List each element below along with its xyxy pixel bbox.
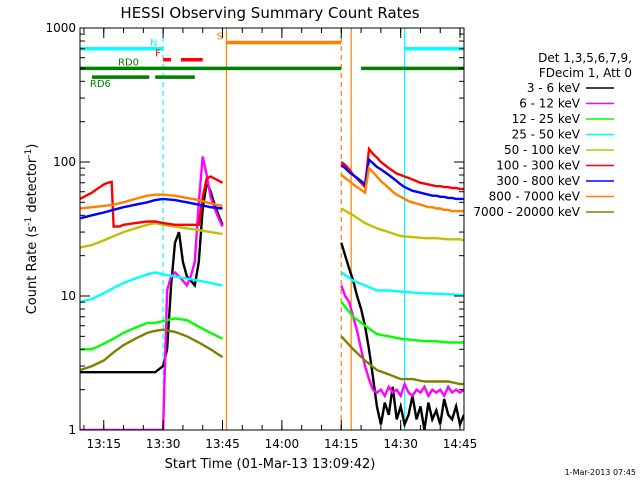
series-line-4-part-1 <box>340 207 464 242</box>
series-line-7-part-0 <box>80 193 223 210</box>
legend-header-2: FDecim 1, Att 0 <box>539 66 632 80</box>
state-bar-label-1: S <box>216 31 222 42</box>
series-layer <box>80 145 464 430</box>
legend-label-6: 300 - 800 keV <box>496 174 580 188</box>
y-label-end: ) <box>25 144 40 149</box>
series-line-6-part-1 <box>340 157 464 201</box>
series-line-6-part-0 <box>80 197 223 220</box>
series-line-2-part-0 <box>80 317 224 351</box>
x-tick-label-4: 14:15 <box>324 437 359 451</box>
series-line-4-part-0 <box>80 221 223 249</box>
x-axis-label: Start Time (01-Mar-13 13:09:42) <box>165 457 376 472</box>
series-line-3-part-1 <box>340 271 464 296</box>
plot-frame <box>79 27 465 431</box>
legend-label-5: 100 - 300 keV <box>496 159 580 173</box>
x-tick-label-0: 13:15 <box>86 437 121 451</box>
y-tick-label-0: 1 <box>68 423 76 437</box>
legend: Det 1,3,5,6,7,9, FDecim 1, Att 0 3 - 6 k… <box>473 51 632 219</box>
y-label-sup2: -1 <box>24 149 34 158</box>
y-axis-label: Count Rate (s-1 detector-1) <box>24 144 40 315</box>
state-bars <box>80 40 464 79</box>
y-axis-ticks: 1 10 100 1000 <box>45 21 464 437</box>
legend-label-3: 25 - 50 keV <box>512 128 581 142</box>
timestamp: 1-Mar-2013 07:45 <box>565 468 636 477</box>
x-axis-ticks: 13:15 13:30 13:45 14:00 14:15 14:30 14:45 <box>83 28 478 451</box>
state-bar-label-2: F <box>155 49 161 60</box>
legend-label-0: 3 - 6 keV <box>527 81 581 95</box>
state-bar-label-3: RD0 <box>118 57 139 68</box>
y-label-main: Count Rate (s <box>25 226 40 315</box>
x-tick-label-6: 14:45 <box>443 437 478 451</box>
legend-label-8: 7000 - 20000 keV <box>473 205 580 219</box>
series-line-5-part-1 <box>340 145 464 191</box>
x-tick-label-1: 13:30 <box>146 437 181 451</box>
y-label-mid: detector <box>25 157 40 217</box>
series-line-2-part-1 <box>340 301 464 344</box>
legend-label-4: 50 - 100 keV <box>504 143 581 157</box>
x-tick-label-5: 14:30 <box>383 437 418 451</box>
series-line-7-part-1 <box>340 165 464 213</box>
vertical-markers <box>162 28 464 430</box>
legend-label-7: 800 - 7000 keV <box>489 190 581 204</box>
state-bar-label-4: RD6 <box>90 79 111 90</box>
y-tick-label-3: 1000 <box>45 21 76 35</box>
series-line-3-part-0 <box>80 271 223 304</box>
legend-label-1: 6 - 12 keV <box>519 97 581 111</box>
chart-title: HESSI Observing Summary Count Rates <box>120 4 419 22</box>
series-line-8-part-1 <box>340 335 464 386</box>
legend-header-1: Det 1,3,5,6,7,9, <box>538 51 632 65</box>
legend-label-2: 12 - 25 keV <box>512 112 581 126</box>
series-line-0-part-1 <box>340 242 464 430</box>
y-label-sup1: -1 <box>24 217 34 226</box>
x-tick-label-3: 14:00 <box>265 437 300 451</box>
y-tick-label-2: 100 <box>53 155 76 169</box>
y-tick-label-1: 10 <box>61 289 76 303</box>
state-bar-label-0: N <box>150 38 157 49</box>
series-line-5-part-0 <box>80 175 224 228</box>
x-tick-label-2: 13:45 <box>205 437 240 451</box>
series-line-8-part-0 <box>80 328 224 372</box>
series-line-1-part-1 <box>340 284 464 399</box>
